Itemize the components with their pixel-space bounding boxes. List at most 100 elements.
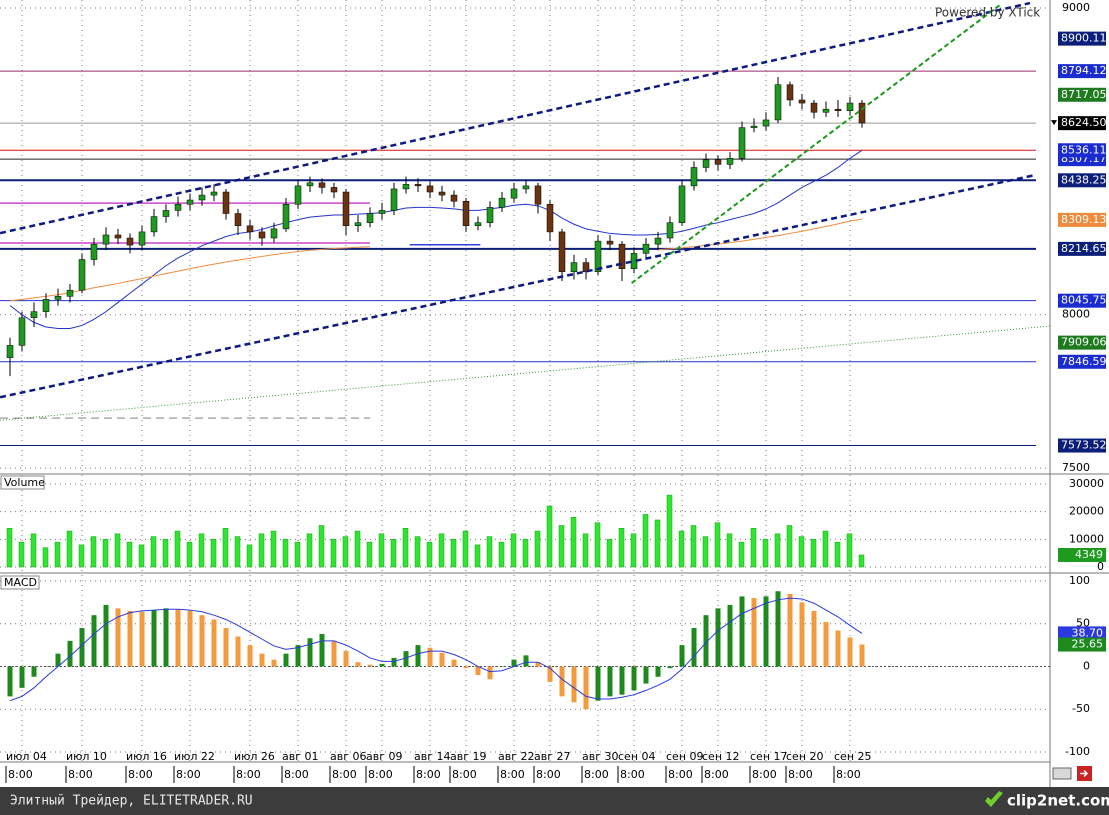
footer-text: Элитный Трейдер, ELITETRADER.RU <box>10 794 253 809</box>
macd-bar <box>283 653 289 667</box>
level-label-box <box>1058 241 1106 256</box>
panel-title-box <box>0 575 40 590</box>
macd-bar <box>259 653 265 667</box>
x-time-label: 8:00 <box>332 768 357 781</box>
x-time-label: 8:00 <box>8 768 33 781</box>
x-time-label: 8:00 <box>500 768 525 781</box>
level-label: 8624.50 <box>1061 116 1107 129</box>
x-tick-label: авг 19 <box>450 750 487 763</box>
candle-body <box>198 194 206 201</box>
x-time-label: 8:00 <box>176 768 201 781</box>
macd-bar <box>403 651 409 667</box>
candle-body <box>594 240 602 273</box>
volume-bar <box>258 533 265 568</box>
macd-bar <box>355 662 361 667</box>
x-tick-label: авг 09 <box>366 750 403 763</box>
volume-bar <box>78 544 85 568</box>
volume-bar <box>270 530 277 568</box>
candle-body <box>486 207 494 223</box>
macd-bar <box>319 633 325 667</box>
x-time-label: 8:00 <box>536 768 561 781</box>
macd-bar <box>343 651 349 667</box>
toolbar-button[interactable] <box>1052 767 1072 780</box>
signal-line <box>9 597 863 702</box>
x-tick-label: авг 06 <box>330 750 367 763</box>
volume-bar <box>558 525 565 568</box>
candle-body <box>426 185 434 193</box>
x-tick-label: авг 27 <box>534 750 571 763</box>
macd-bar <box>859 644 865 667</box>
y-tick-label: 0 <box>1097 560 1104 573</box>
volume-bar <box>234 536 241 568</box>
volume-bar <box>354 530 361 568</box>
level-label: 8536.11 <box>1061 143 1107 156</box>
candle-body <box>306 182 314 187</box>
candle-body <box>234 213 242 227</box>
candle-body <box>822 108 830 113</box>
macd-bar <box>175 609 181 667</box>
candle-body <box>42 299 50 312</box>
x-time-label: 8:00 <box>668 768 693 781</box>
candle-body <box>786 84 794 101</box>
axis-area: 7500800090000100002000030000-100-5005010… <box>1051 1 1107 758</box>
macd-bar <box>367 664 373 667</box>
candle-body <box>186 199 194 205</box>
macd-bar <box>91 615 97 667</box>
logo-icon <box>985 791 1003 807</box>
macd-bar <box>247 645 253 667</box>
macd-bar <box>667 666 673 669</box>
candle-body <box>18 317 26 346</box>
macd-bar <box>715 608 721 667</box>
volume-bar <box>342 536 349 568</box>
candle-body <box>582 262 590 273</box>
volume-bar <box>30 533 37 568</box>
volume-bar <box>42 547 49 568</box>
level-label-box <box>1058 438 1106 453</box>
candle-body <box>114 234 122 239</box>
x-time-label: 8:00 <box>452 768 477 781</box>
y-tick-label: 20000 <box>1069 505 1104 518</box>
volume-bar <box>390 539 397 568</box>
level-label: 8214.65 <box>1061 242 1107 255</box>
volume-bar <box>174 530 181 568</box>
x-tick-label: авг 22 <box>498 750 535 763</box>
watermark: Powered by XTick <box>935 6 1040 20</box>
macd-bar <box>379 663 385 667</box>
volume-bar <box>294 541 301 568</box>
volume-bar <box>54 541 61 568</box>
y-tick-label: 8000 <box>1062 308 1090 321</box>
current-volume-box <box>1058 547 1106 562</box>
candle-body <box>690 167 698 187</box>
level-label-box <box>1058 173 1106 188</box>
macd-bar <box>679 645 685 667</box>
candle-body <box>258 231 266 239</box>
footer <box>0 787 1109 815</box>
candle-body <box>762 119 770 127</box>
candle-body <box>570 262 578 273</box>
candle-body <box>294 185 302 205</box>
candle-body <box>654 237 662 245</box>
macd-bar <box>331 640 337 667</box>
level-label: 7909.06 <box>1061 336 1107 349</box>
volume-bar <box>414 536 421 568</box>
macd-bar <box>535 662 541 667</box>
candle-body <box>678 185 686 223</box>
candle-body <box>330 187 338 193</box>
macd-bar <box>415 645 421 667</box>
volume-bar <box>450 539 457 568</box>
volume-bar <box>606 539 613 568</box>
level-label-box <box>1058 354 1106 369</box>
volume-bar <box>570 516 577 568</box>
current-price-marker <box>1051 120 1057 126</box>
level-label-box <box>1058 87 1106 102</box>
macd-bar <box>187 610 193 667</box>
macd-bar <box>127 610 133 667</box>
macd-bar <box>427 647 433 667</box>
y-tick-label: -100 <box>1065 745 1090 758</box>
macd-bar <box>511 659 517 667</box>
volume-bar <box>198 533 205 568</box>
candle-body <box>774 84 782 121</box>
volume-bar <box>102 539 109 568</box>
volume-bar <box>498 541 505 568</box>
